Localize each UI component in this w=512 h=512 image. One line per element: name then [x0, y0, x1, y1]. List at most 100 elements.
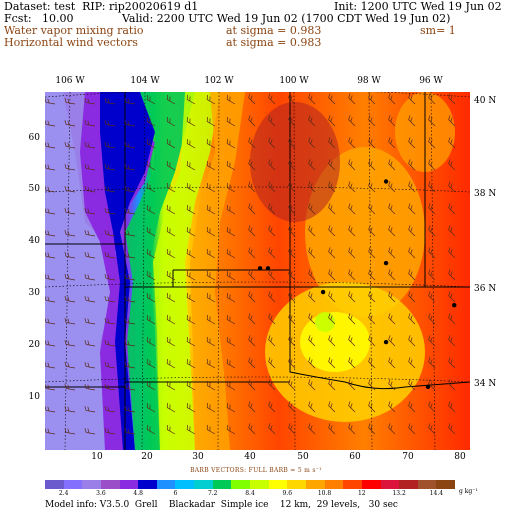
- wind-barb: [206, 337, 216, 347]
- wind-barb: [428, 115, 436, 127]
- wind-barb: [166, 249, 176, 259]
- wind-barb: [288, 313, 296, 325]
- grid-y-tick: 40: [28, 236, 40, 246]
- wind-barb: [288, 335, 296, 347]
- wind-barb: [84, 120, 96, 127]
- wind-barb: [124, 120, 136, 127]
- wind-barb: [448, 379, 456, 391]
- model-info: Model info: V3.5.0 Grell Blackadar Simpl…: [45, 500, 398, 510]
- field1-smoothing: sm= 1: [420, 24, 456, 37]
- wind-barb: [84, 384, 96, 391]
- wind-barb: [206, 161, 216, 171]
- wind-barb: [308, 269, 316, 281]
- wind-barb: [328, 335, 336, 347]
- wind-barb: [206, 403, 216, 413]
- wind-barb: [308, 335, 316, 347]
- wind-barb: [428, 379, 436, 391]
- wind-barb: [84, 164, 96, 171]
- wind-barb: [368, 159, 376, 171]
- wind-barb: [348, 115, 356, 127]
- wind-barb: [166, 161, 176, 171]
- wind-barb: [186, 293, 196, 303]
- wind-barb: [248, 93, 256, 105]
- wind-barb: [388, 203, 396, 215]
- legend-label: 8.4: [245, 490, 255, 497]
- wind-barb: [206, 139, 216, 149]
- wind-barb: [248, 269, 256, 281]
- wind-barb: [288, 159, 296, 171]
- wind-barb: [248, 115, 256, 127]
- wind-barb: [146, 403, 156, 413]
- wind-barb: [45, 384, 56, 391]
- wind-barb: [368, 137, 376, 149]
- wind-barb: [146, 117, 156, 127]
- wind-barb: [308, 181, 316, 193]
- wind-barb: [388, 247, 396, 259]
- wind-barb: [146, 337, 156, 347]
- moist-area: [305, 147, 425, 317]
- moist-band: [190, 92, 245, 450]
- wind-barb: [124, 296, 136, 303]
- wind-barb: [186, 139, 196, 149]
- wind-barb: [45, 252, 56, 259]
- wind-barb: [448, 291, 456, 303]
- wind-barb: [206, 205, 216, 215]
- wind-barb: [124, 208, 136, 215]
- wind-barb: [146, 139, 156, 149]
- wind-barb: [124, 230, 136, 237]
- wind-barb: [248, 181, 256, 193]
- wind-barb: [206, 117, 216, 127]
- legend-label: 4.8: [133, 490, 143, 497]
- wind-barb: [408, 137, 416, 149]
- wind-barb: [268, 357, 276, 369]
- wind-barb: [348, 335, 356, 347]
- fcst-line: Fcst: 10.00: [4, 12, 74, 25]
- wind-barb: [368, 203, 376, 215]
- wind-barb: [308, 313, 316, 325]
- wind-barb: [146, 359, 156, 369]
- wind-barb: [428, 181, 436, 193]
- wind-barb: [308, 159, 316, 171]
- wind-barb: [186, 183, 196, 193]
- wind-barb: [84, 142, 96, 149]
- wind-barb: [288, 93, 296, 105]
- grid-x-tick: 70: [402, 452, 414, 462]
- wind-barb: [84, 296, 96, 303]
- wind-barb: [104, 384, 116, 391]
- wind-barb: [308, 115, 316, 127]
- wind-barb: [206, 381, 216, 391]
- legend-label: 9.6: [282, 490, 293, 497]
- wind-barb: [166, 117, 176, 127]
- legend-label: 12: [357, 490, 366, 497]
- wind-barb: [226, 95, 236, 105]
- wind-barb: [84, 98, 96, 105]
- valid-line: Valid: 2200 UTC Wed 19 Jun 02 (1700 CDT …: [122, 12, 451, 25]
- wind-barb: [186, 117, 196, 127]
- legend-swatch: [417, 480, 437, 489]
- wind-barb: [166, 315, 176, 325]
- grid-x-tick: 20: [141, 452, 153, 462]
- wind-barb: [248, 225, 256, 237]
- wind-barb: [64, 142, 76, 149]
- wind-barb: [166, 183, 176, 193]
- barb-vectors-label: BARB VECTORS: FULL BARB = 5 m s⁻¹: [190, 467, 322, 474]
- wind-barb: [226, 139, 236, 149]
- wind-barb: [388, 225, 396, 237]
- wind-barb: [328, 401, 336, 413]
- wind-barb: [124, 340, 136, 347]
- wind-barb: [328, 247, 336, 259]
- legend-swatch: [212, 480, 232, 489]
- wind-barb: [448, 313, 456, 325]
- grid-y-tick: 60: [28, 133, 40, 143]
- legend-swatch: [138, 480, 157, 489]
- wind-barb: [288, 379, 296, 391]
- wind-barb: [104, 164, 116, 171]
- dataset-line: Dataset: test RIP: rip20020619 d1: [4, 0, 199, 13]
- legend-swatch: [287, 480, 306, 489]
- wind-barb: [104, 340, 116, 347]
- wind-barb: [226, 183, 236, 193]
- wind-barb: [268, 93, 276, 105]
- wind-barb: [64, 428, 76, 435]
- wind-barb: [448, 225, 456, 237]
- grid-x-tick: 60: [349, 452, 361, 462]
